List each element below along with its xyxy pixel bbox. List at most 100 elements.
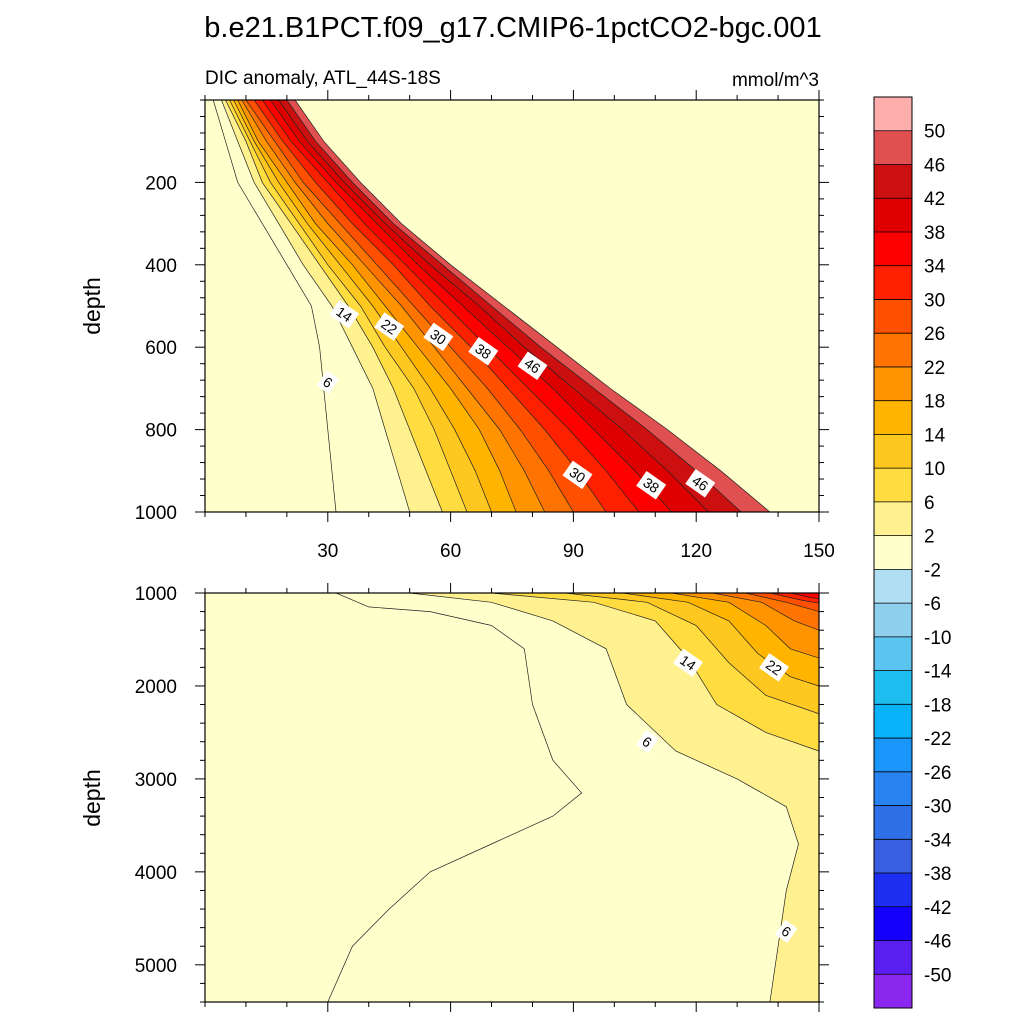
colorbar-swatch xyxy=(874,299,912,334)
upper-y-axis-label: depth xyxy=(79,277,105,335)
upper-y-tick-label: 600 xyxy=(145,338,177,359)
colorbar-label: -46 xyxy=(924,932,951,953)
colorbar-label: -2 xyxy=(924,560,941,581)
lower-y-axis-label: depth xyxy=(79,769,105,827)
lower-contour-label: 6 xyxy=(635,730,659,754)
upper-x-tick-label: 60 xyxy=(440,541,461,562)
upper-contour-label-box xyxy=(423,322,454,352)
upper-panel: 14 22 30 38 46 6 30 38 46 30 60 90 120 150 200 400 600 8… xyxy=(79,68,835,562)
chart-title: b.e21.B1PCT.f09_g17.CMIP6-1pctCO2-bgc.00… xyxy=(204,12,821,44)
colorbar-label: 2 xyxy=(924,527,935,548)
upper-contour-label: 22 xyxy=(374,312,405,341)
colorbar-label: 6 xyxy=(924,493,935,514)
upper-contour-line-46 xyxy=(278,100,709,512)
upper-contour-line-26 xyxy=(241,100,546,512)
upper-contour-label: 46 xyxy=(685,468,716,498)
lower-contour-line-34 xyxy=(769,593,819,604)
upper-panel-right-title: mmol/m^3 xyxy=(732,70,819,91)
colorbar-label: 10 xyxy=(924,459,945,480)
lower-contour-line-2 xyxy=(327,593,583,1002)
lower-y-tick-label: 5000 xyxy=(135,956,177,977)
colorbar-swatch xyxy=(874,906,912,941)
upper-contour-label-box xyxy=(329,299,360,329)
colorbar-label: 42 xyxy=(924,189,945,210)
upper-contour-label-box xyxy=(517,351,548,380)
upper-contour-line-2 xyxy=(212,100,337,512)
colorbar-swatch xyxy=(874,805,912,840)
colorbar-swatch xyxy=(874,468,912,503)
colorbar-swatch xyxy=(874,704,912,739)
lower-y-tick-label: 2000 xyxy=(135,677,177,698)
lower-contour-line-22 xyxy=(671,593,819,659)
upper-y-tick-label: 400 xyxy=(145,256,177,277)
colorbar-swatch xyxy=(874,130,912,165)
colorbar-swatch xyxy=(874,535,912,570)
colorbar-swatch xyxy=(874,940,912,975)
upper-contour-fill-54 xyxy=(295,100,819,512)
upper-contour-label-box xyxy=(562,460,593,490)
upper-contour-line-6 xyxy=(221,100,411,512)
colorbar-label: -30 xyxy=(924,797,951,818)
upper-contour-line-38 xyxy=(262,100,640,512)
colorbar-swatch xyxy=(874,603,912,638)
lower-contour-label-box xyxy=(774,919,798,944)
upper-x-tick-label: 30 xyxy=(317,541,338,562)
lower-panel: 14 22 6 6 1000 2000 3000 4000 5000 depth xyxy=(79,583,829,1012)
colorbar-swatch xyxy=(874,400,912,435)
colorbar-label: 50 xyxy=(924,122,945,143)
lower-contour-label-box xyxy=(635,730,659,754)
upper-x-tick-label: 90 xyxy=(563,541,584,562)
colorbar-label: 26 xyxy=(924,324,945,345)
upper-contour-label-box xyxy=(636,470,667,500)
colorbar-swatch xyxy=(874,366,912,402)
lower-y-tick-label: 1000 xyxy=(135,584,177,605)
upper-y-tick-label: 800 xyxy=(145,421,177,442)
upper-contour-line-30 xyxy=(245,100,574,512)
upper-contour-line-18 xyxy=(233,100,492,512)
upper-contour-label: 14 xyxy=(329,299,360,329)
lower-contour-label-box xyxy=(759,653,789,682)
upper-x-tick-label: 120 xyxy=(680,541,712,562)
upper-contour-line-54 xyxy=(294,100,771,512)
colorbar-label: -10 xyxy=(924,628,951,649)
upper-contour-lines xyxy=(212,100,771,512)
colorbar-label: 22 xyxy=(924,358,945,379)
colorbar-label: 46 xyxy=(924,155,945,176)
upper-contour-label: 38 xyxy=(636,470,667,500)
colorbar-swatch xyxy=(874,569,912,604)
colorbar-swatch xyxy=(874,738,912,773)
upper-plot-frame xyxy=(204,99,820,513)
lower-contour-line-30 xyxy=(745,593,819,612)
colorbar-swatch xyxy=(874,198,912,233)
lower-contour-labels: 14 22 6 6 xyxy=(635,648,798,944)
colorbar-label: 34 xyxy=(924,257,946,278)
lower-contour-label-box xyxy=(673,648,703,677)
lower-contour-line-14 xyxy=(565,593,819,715)
upper-contour-label-box xyxy=(316,370,340,394)
upper-x-tick-label: 150 xyxy=(803,541,835,562)
colorbar-swatch xyxy=(874,97,912,132)
upper-contour-line-10 xyxy=(225,100,443,512)
upper-contour-line-14 xyxy=(229,100,468,512)
upper-contour-label: 6 xyxy=(316,370,340,394)
upper-contour-label: 38 xyxy=(468,337,499,366)
colorbar-swatch xyxy=(874,670,912,705)
upper-contour-label: 30 xyxy=(562,460,593,490)
upper-y-tick-label: 1000 xyxy=(135,503,177,524)
colorbar-swatch xyxy=(874,873,912,908)
colorbar-swatch xyxy=(874,164,912,199)
lower-contour-label: 14 xyxy=(673,648,703,677)
colorbar-frame xyxy=(873,96,913,1009)
upper-panel-left-title: DIC anomaly, ATL_44S-18S xyxy=(205,68,441,89)
upper-contour-labels: 14 22 30 38 46 6 30 38 46 xyxy=(316,299,716,500)
colorbar-label: -22 xyxy=(924,729,951,750)
lower-contour-label: 22 xyxy=(759,653,789,682)
colorbar-label: 30 xyxy=(924,290,945,311)
upper-contour-label-box xyxy=(374,312,405,341)
colorbar-swatch xyxy=(874,839,912,874)
colorbar-swatch xyxy=(874,501,912,537)
colorbar-swatch xyxy=(874,333,912,368)
upper-contour-line-50 xyxy=(286,100,742,512)
lower-contour-fills xyxy=(327,593,819,1002)
